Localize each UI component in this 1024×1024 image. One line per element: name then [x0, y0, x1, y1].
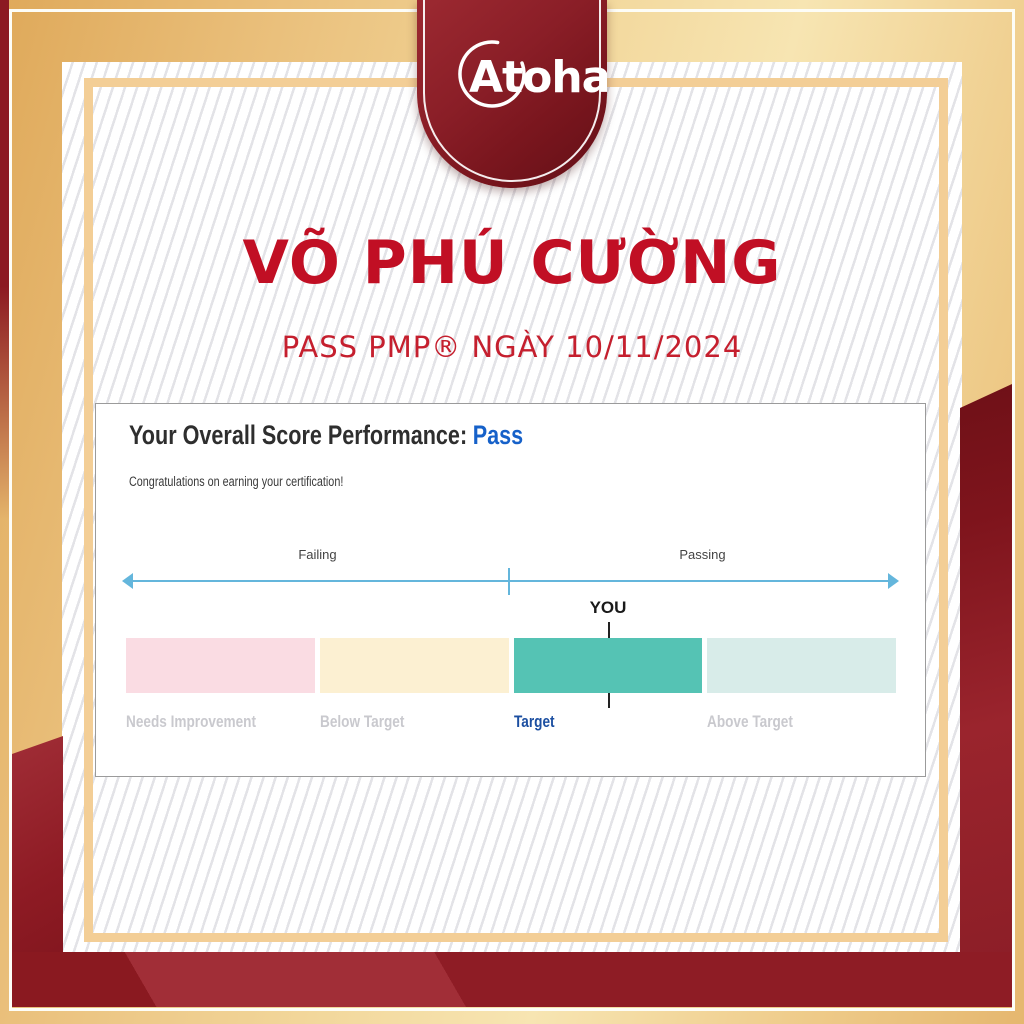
zone-label-failing: Failing — [298, 547, 337, 562]
score-performance-heading: Your Overall Score Performance: Pass — [129, 420, 523, 451]
category-label-below-target: Below Target — [320, 712, 405, 731]
category-label-needs-improvement: Needs Improvement — [126, 712, 256, 731]
frame-bottom-maroon-band — [12, 952, 1012, 1007]
scale-axis-line — [132, 580, 889, 582]
score-report-card: Your Overall Score Performance: Pass Cong… — [95, 403, 926, 777]
zone-label-passing: Passing — [679, 547, 726, 562]
atoha-logo: Atoha — [458, 40, 607, 108]
congratulations-text: Congratulations on earning your certific… — [129, 474, 344, 489]
logo-text: Atoha — [469, 52, 607, 103]
brand-badge: Atoha — [417, 0, 607, 188]
band-below-target — [320, 638, 509, 693]
heading-text: Your Overall Score Performance: — [129, 420, 468, 450]
axis-arrow-left-icon — [122, 573, 133, 589]
frame-right-maroon-band — [960, 384, 1012, 1007]
result-pass-text: Pass — [472, 420, 524, 450]
band-above-target — [707, 638, 896, 693]
category-label-above-target: Above Target — [707, 712, 793, 731]
pass-date-subtitle: PASS PMP® NGÀY 10/11/2024 — [281, 330, 743, 364]
certificate-holder-name: VÕ PHÚ CƯỜNG — [242, 228, 782, 298]
category-label-target: Target — [514, 712, 555, 731]
frame-left-red-accent — [0, 0, 9, 520]
pass-threshold-tick — [508, 568, 510, 595]
band-needs-improvement — [126, 638, 315, 693]
logo-circle-swoosh — [458, 40, 526, 108]
band-target — [514, 638, 702, 693]
axis-arrow-right-icon — [888, 573, 899, 589]
you-marker-label: YOU — [589, 598, 627, 617]
